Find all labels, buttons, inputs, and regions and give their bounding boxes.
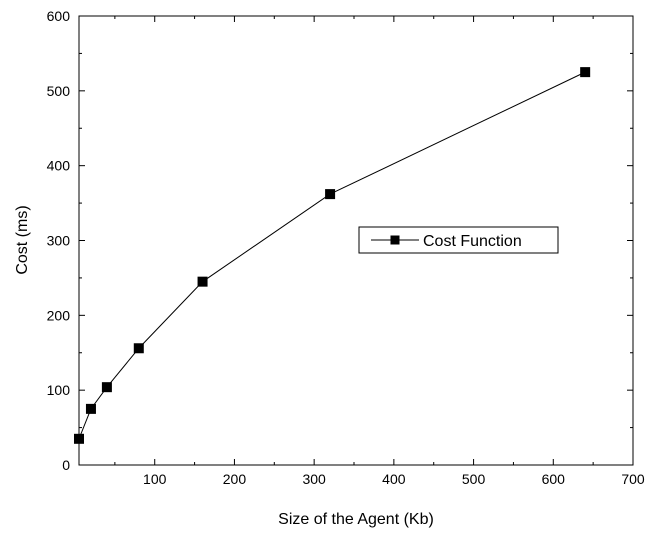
series-layer [74,67,591,444]
legend-marker-swatch [390,235,400,245]
ticks-layer: 100 200 300 400 500 600 700 0 100 200 300 400 500 600 [47,8,645,487]
y-tick-label: 0 [62,457,70,473]
data-point-marker [197,276,208,287]
x-axis-title: Size of the Agent (Kb) [278,511,434,528]
x-tick-label: 300 [302,471,326,487]
y-tick-label: 300 [47,233,71,249]
data-point-marker [133,343,144,354]
x-tick-label: 500 [462,471,486,487]
y-tick-label: 200 [47,307,71,323]
y-axis-title: Cost (ms) [14,205,31,274]
data-point-marker [85,403,96,414]
legend: Cost Function [358,226,559,254]
x-tick-label: 100 [143,471,167,487]
data-point-marker [101,382,112,393]
x-tick-label: 400 [382,471,406,487]
y-tick-label: 400 [47,158,71,174]
x-tick-label: 700 [621,471,645,487]
x-tick-label: 200 [223,471,247,487]
data-point-marker [74,433,84,444]
y-tick-label: 500 [47,83,71,99]
data-point-marker [580,67,591,78]
legend-label: Cost Function [423,233,522,250]
y-tick-label: 100 [47,382,71,398]
data-point-marker [325,189,336,200]
x-tick-label: 600 [542,471,566,487]
y-tick-label: 600 [47,8,71,24]
